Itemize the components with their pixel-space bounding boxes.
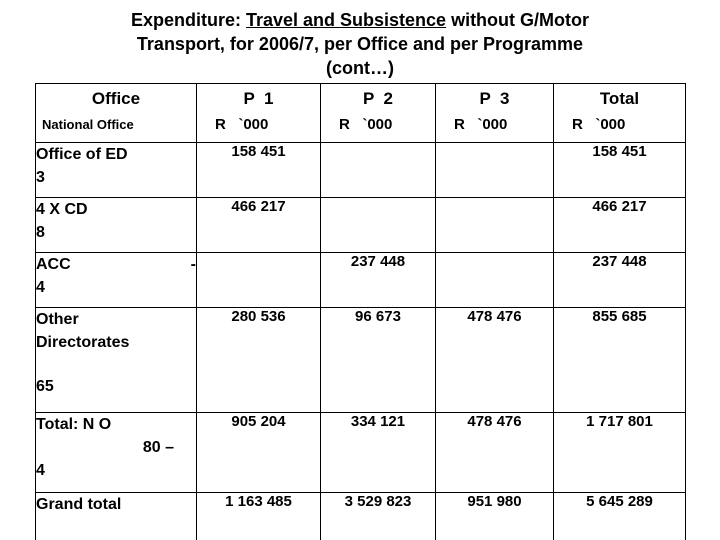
title-text: without G/Motor bbox=[446, 10, 590, 30]
row-label: ACC bbox=[36, 256, 71, 273]
row-label: 4 bbox=[36, 462, 45, 479]
cell-p2 bbox=[320, 197, 436, 253]
cell-total: 1 717 801 bbox=[553, 412, 686, 493]
row-label: Directorates bbox=[36, 334, 130, 351]
header-p1-unit: R `000 bbox=[215, 116, 269, 133]
row-label: 65 bbox=[36, 378, 54, 395]
cell-total: 855 685 bbox=[553, 307, 686, 413]
row-label: 80 – bbox=[142, 439, 174, 456]
title-text: Expenditure: bbox=[130, 10, 246, 30]
cell-total: 466 217 bbox=[553, 197, 686, 253]
cell-p2: 237 448 bbox=[320, 252, 436, 308]
cell-p1: 158 451 bbox=[196, 142, 321, 198]
cell-p1: 280 536 bbox=[196, 307, 321, 413]
header-total-unit: R `000 bbox=[572, 116, 626, 133]
row-label-cell: ACC - 4 bbox=[35, 252, 197, 308]
cell-p2: 334 121 bbox=[320, 412, 436, 493]
cell-p3 bbox=[435, 252, 554, 308]
title-line-1: Expenditure: Travel and Subsistence with… bbox=[0, 8, 720, 32]
header-cell-p1: P 1 R `000 bbox=[196, 83, 321, 143]
table-row-4xcd: 4 X CD 8 466 217 466 217 bbox=[35, 197, 686, 253]
cell-p1 bbox=[196, 252, 321, 308]
cell-p3 bbox=[435, 197, 554, 253]
row-label: Total: N O bbox=[36, 416, 112, 433]
header-p1-label: P 1 bbox=[243, 89, 274, 108]
cell-total: 237 448 bbox=[553, 252, 686, 308]
row-label-spacer bbox=[36, 354, 196, 375]
header-total-label: Total bbox=[599, 89, 640, 108]
header-office-label: Office bbox=[91, 89, 141, 108]
row-label-cell: Grand total bbox=[35, 492, 197, 540]
cell-p3 bbox=[435, 142, 554, 198]
row-label-cell: Total: N O 80 – 4 bbox=[35, 412, 197, 493]
table-row-total-no: Total: N O 80 – 4 905 204 334 121 478 47… bbox=[35, 412, 686, 493]
header-p3-unit: R `000 bbox=[454, 116, 508, 133]
cell-p1: 1 163 485 bbox=[196, 492, 321, 540]
row-label-dash: - bbox=[190, 256, 196, 273]
cell-p1: 466 217 bbox=[196, 197, 321, 253]
row-label-cell: Office of ED 3 bbox=[35, 142, 197, 198]
cell-p1: 905 204 bbox=[196, 412, 321, 493]
table-row-grand-total: Grand total 1 163 485 3 529 823 951 980 … bbox=[35, 492, 686, 540]
row-label: 3 bbox=[36, 169, 45, 186]
cell-total: 5 645 289 bbox=[553, 492, 686, 540]
cell-p3: 951 980 bbox=[435, 492, 554, 540]
table-row-acc: ACC - 4 237 448 237 448 bbox=[35, 252, 686, 308]
row-label: Other bbox=[36, 311, 79, 328]
header-p3-label: P 3 bbox=[479, 89, 510, 108]
header-p2-label: P 2 bbox=[363, 89, 393, 108]
header-p2-unit: R `000 bbox=[339, 116, 393, 133]
row-label-line: ACC - bbox=[36, 253, 196, 276]
row-label: 4 X CD bbox=[36, 201, 88, 218]
table-row-office-of-ed: Office of ED 3 158 451 158 451 bbox=[35, 142, 686, 198]
row-label-cell: Other Directorates 65 bbox=[35, 307, 197, 413]
row-label: 8 bbox=[36, 224, 45, 241]
cell-total: 158 451 bbox=[553, 142, 686, 198]
table-row-other-directorates: Other Directorates 65 280 536 96 673 478… bbox=[35, 307, 686, 413]
title-text-underlined: Travel and Subsistence bbox=[245, 10, 447, 30]
header-cell-office: Office National Office bbox=[35, 83, 197, 143]
slide-title: Expenditure: Travel and Subsistence with… bbox=[0, 0, 720, 80]
row-label: Grand total bbox=[36, 496, 122, 513]
header-cell-p3: P 3 R `000 bbox=[435, 83, 554, 143]
header-cell-p2: P 2 R `000 bbox=[320, 83, 436, 143]
row-label: 4 bbox=[36, 279, 45, 296]
expenditure-table: Office National Office P 1 R `000 P 2 R … bbox=[35, 83, 686, 540]
cell-p2: 3 529 823 bbox=[320, 492, 436, 540]
row-label: Office of ED bbox=[36, 146, 128, 163]
cell-p2 bbox=[320, 142, 436, 198]
cell-p3: 478 476 bbox=[435, 307, 554, 413]
title-line-2: Transport, for 2006/7, per Office and pe… bbox=[136, 34, 584, 54]
row-label-cell: 4 X CD 8 bbox=[35, 197, 197, 253]
title-line-3: (cont…) bbox=[326, 58, 394, 78]
table-header-row: Office National Office P 1 R `000 P 2 R … bbox=[35, 83, 686, 143]
header-office-sublabel: National Office bbox=[42, 117, 134, 132]
cell-p3: 478 476 bbox=[435, 412, 554, 493]
header-cell-total: Total R `000 bbox=[553, 83, 686, 143]
cell-p2: 96 673 bbox=[320, 307, 436, 413]
